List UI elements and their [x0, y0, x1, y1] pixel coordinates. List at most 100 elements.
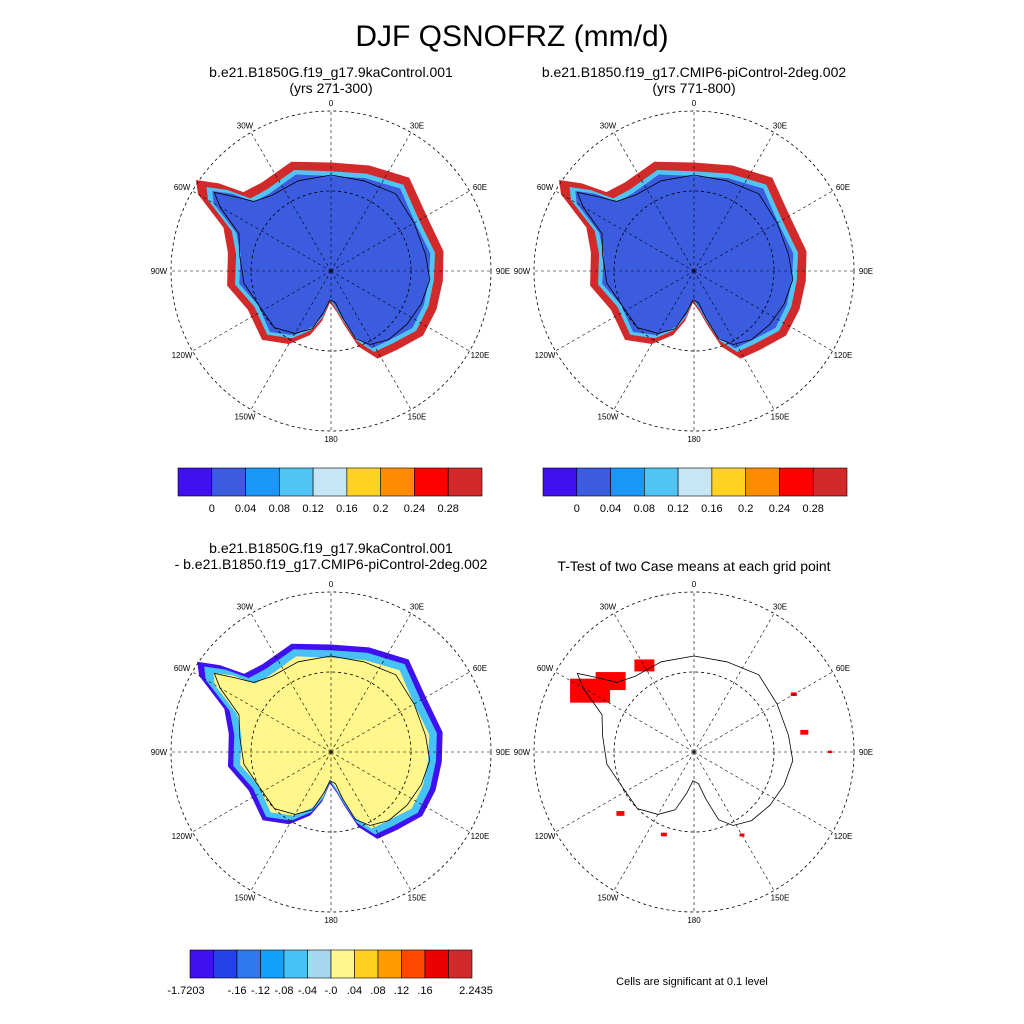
- colorbar-swatch: [354, 949, 379, 979]
- colorbar-tick-label: 0.08: [634, 503, 655, 515]
- outer-latitude-circle: [170, 591, 492, 913]
- longitude-label: 90W: [151, 748, 168, 757]
- meridian-line: [613, 613, 695, 753]
- colorbar-swatch: [779, 467, 814, 497]
- colorbar-swatch: [711, 467, 746, 497]
- colorbar-tick-label: 0.24: [769, 503, 790, 515]
- colorbar-tick-label: .12: [394, 985, 409, 997]
- meridian-line: [250, 751, 332, 891]
- meridian-line: [693, 613, 775, 753]
- panel1-title: b.e21.B1850G.f19_g17.9kaControl.001 (yrs …: [131, 64, 531, 96]
- longitude-label: 120E: [471, 351, 490, 360]
- meridian-line: [330, 270, 470, 352]
- significant-cell: [800, 729, 809, 735]
- meridian-line: [192, 751, 332, 833]
- colorbar-swatch: [213, 949, 238, 979]
- colorbar-swatch: [401, 949, 426, 979]
- longitude-label: 90E: [496, 267, 510, 276]
- longitude-label: 150E: [408, 412, 427, 421]
- colorbar-swatch: [307, 949, 332, 979]
- panel2-title-line2: (yrs 771-800): [652, 80, 736, 96]
- colorbar-swatch: [610, 467, 645, 497]
- colorbar-tick-label: 0.16: [336, 503, 357, 515]
- colorbar-tick-label: -.08: [275, 985, 294, 997]
- colorbar-tick-label: 0.12: [302, 503, 323, 515]
- longitude-label: 30W: [237, 603, 254, 612]
- meridian-line: [192, 190, 332, 272]
- colorbar-tick-label: -.04: [298, 985, 317, 997]
- panel4-title: T-Test of two Case means at each grid po…: [557, 558, 831, 574]
- colorbar-tick-label: 0.04: [235, 503, 256, 515]
- longitude-label: 150E: [408, 893, 427, 902]
- longitude-label: 150W: [598, 412, 619, 421]
- significant-cell: [634, 659, 655, 672]
- longitude-label: 60E: [473, 183, 487, 192]
- colorbar-swatch: [330, 949, 355, 979]
- colorbar-tick-label: 0.2: [738, 503, 753, 515]
- colorbar-tick-label: -1.7203: [167, 985, 204, 997]
- longitude-label: 30E: [410, 122, 424, 131]
- longitude-label: 30W: [600, 603, 617, 612]
- colorbar-swatch: [677, 467, 713, 497]
- panel3-title: b.e21.B1850G.f19_g17.9kaControl.001- b.e…: [131, 540, 531, 572]
- longitude-label: 60E: [473, 664, 487, 673]
- meridian-line: [693, 751, 833, 833]
- longitude-label: 150W: [235, 893, 256, 902]
- longitude-label: 180: [324, 435, 338, 444]
- longitude-label: 60W: [537, 183, 554, 192]
- meridian-line: [555, 671, 695, 753]
- longitude-label: 0: [692, 580, 697, 589]
- colorbar-swatch: [424, 949, 449, 979]
- longitude-label: 120W: [535, 351, 556, 360]
- polar-map-2: 0 30E 60E 90E 120E 150E 180 150W 120W 90W 60W 30W 0 0…: [514, 99, 873, 515]
- longitude-label: 60E: [836, 664, 850, 673]
- longitude-label: 30W: [600, 122, 617, 131]
- colorbar-tick-label: 0: [209, 503, 215, 515]
- significant-cell: [739, 833, 745, 837]
- panel2-title: b.e21.B1850.f19_g17.CMIP6-piControl-2deg…: [494, 64, 894, 96]
- main-title: DJF QSNOFRZ (mm/d): [355, 20, 669, 53]
- longitude-label: 120W: [172, 351, 193, 360]
- colorbar-tick-label: -.12: [251, 985, 270, 997]
- longitude-label: 30E: [773, 122, 787, 131]
- longitude-label: 120W: [172, 832, 193, 841]
- longitude-label: 180: [324, 916, 338, 925]
- longitude-label: 120W: [535, 832, 556, 841]
- colorbar-swatch: [283, 949, 308, 979]
- meridian-line: [330, 751, 470, 833]
- longitude-label: 90E: [496, 748, 510, 757]
- field-layer: [212, 174, 431, 349]
- colorbar-swatch: [177, 467, 213, 497]
- panel1-title-line1: b.e21.B1850G.f19_g17.9kaControl.001: [209, 64, 453, 80]
- polar-map-3: 0 30E 60E 90E 120E 150E 180 150W 120W 90W 60W 30W -1…: [151, 580, 510, 997]
- colorbar-swatch: [377, 949, 402, 979]
- colorbar-swatch: [380, 467, 415, 497]
- meridian-line: [693, 190, 833, 272]
- significance-note: Cells are significant at 0.1 level: [616, 976, 768, 988]
- meridian-line: [693, 270, 775, 410]
- longitude-label: 60W: [174, 183, 191, 192]
- colorbar-tick-label: 0.08: [269, 503, 290, 515]
- panel1-title-line2: (yrs 271-300): [289, 80, 373, 96]
- colorbar-tick-label: 0.24: [404, 503, 425, 515]
- colorbar-tick-label: .08: [370, 985, 385, 997]
- longitude-label: 30E: [773, 603, 787, 612]
- colorbar-tick-label: -.0: [325, 985, 338, 997]
- colorbar-tick-label: .16: [417, 985, 432, 997]
- longitude-label: 90W: [514, 267, 531, 276]
- colorbar-swatch: [211, 467, 246, 497]
- longitude-label: 60E: [836, 183, 850, 192]
- colorbar-swatch: [260, 949, 285, 979]
- meridian-line: [330, 190, 470, 272]
- meridian-line: [613, 751, 695, 891]
- meridian-line: [555, 751, 695, 833]
- meridian-line: [330, 751, 412, 891]
- colorbar-swatch: [414, 467, 449, 497]
- colorbar-swatch: [448, 949, 473, 979]
- outer-latitude-circle: [170, 110, 492, 432]
- colorbar-swatch: [542, 467, 578, 497]
- significant-cell: [660, 832, 667, 837]
- meridian-line: [330, 613, 412, 753]
- colorbar-tick-label: 0: [574, 503, 580, 515]
